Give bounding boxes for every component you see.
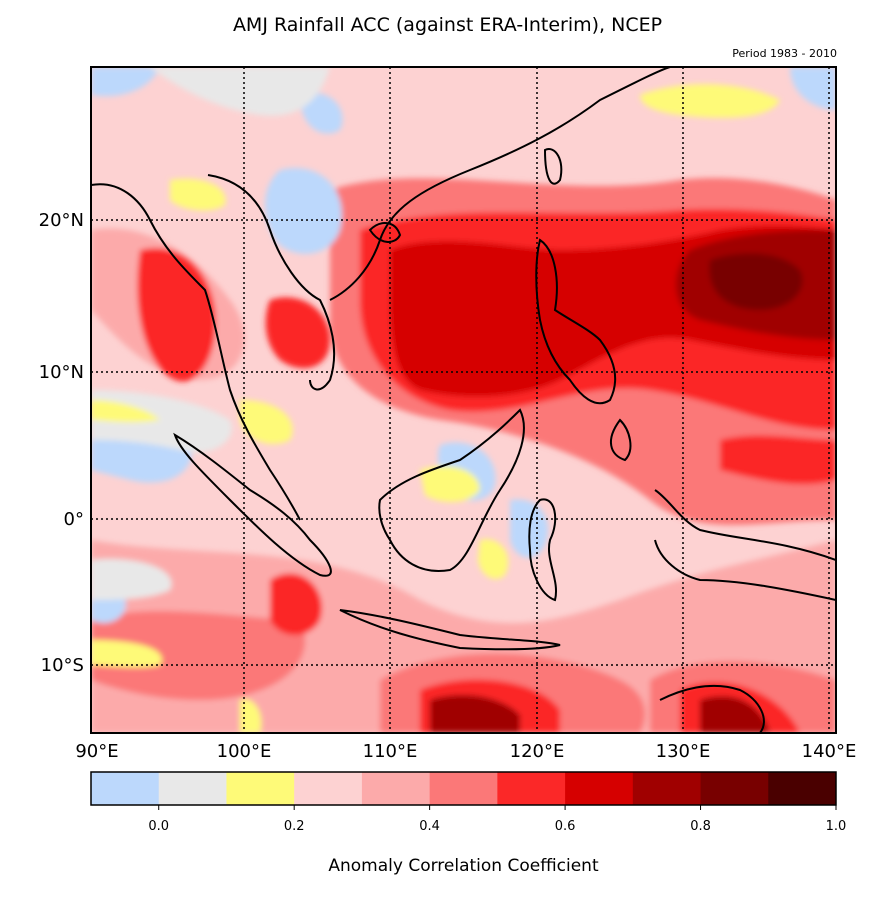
colorbar-tick-label: 0.2 <box>284 819 305 834</box>
map-title: AMJ Rainfall ACC (against ERA-Interim), … <box>232 14 663 36</box>
colorbar-swatch <box>565 772 634 805</box>
colorbar-ticks: 0.0 0.2 0.4 0.6 0.8 1.0 <box>148 805 846 834</box>
lat-tick-10S: 10°S <box>41 655 84 676</box>
colorbar-tick-label: 0.6 <box>555 819 576 834</box>
lat-tick-20N: 20°N <box>39 210 84 231</box>
lon-tick-90E: 90°E <box>75 741 118 762</box>
colorbar-swatch <box>158 772 227 805</box>
lon-tick-130E: 130°E <box>656 741 711 762</box>
lon-tick-100E: 100°E <box>217 741 272 762</box>
colorbar-tick-label: 0.4 <box>419 819 440 834</box>
lat-tick-10N: 10°N <box>39 362 84 383</box>
coastlines <box>91 67 836 733</box>
lon-tick-140E: 140°E <box>802 741 857 762</box>
colorbar-tick-label: 0.0 <box>148 819 169 834</box>
lon-tick-110E: 110°E <box>363 741 418 762</box>
colorbar-swatch <box>91 772 160 805</box>
colorbar-swatch <box>429 772 498 805</box>
colorbar-frame <box>90 771 837 806</box>
colorbar-swatch <box>632 772 702 805</box>
contour-field <box>91 67 836 733</box>
lat-tick-0: 0° <box>64 509 84 530</box>
colorbar-label: Anomaly Correlation Coefficient <box>328 856 599 876</box>
period-subtitle: Period 1983 - 2010 <box>732 47 837 60</box>
colorbar-tick-label: 1.0 <box>826 819 847 834</box>
colorbar-swatch <box>700 772 769 805</box>
colorbar-swatch <box>294 772 363 805</box>
map-frame <box>90 66 837 734</box>
colorbar-swatch <box>226 772 295 805</box>
lon-tick-120E: 120°E <box>510 741 565 762</box>
colorbar-swatch <box>768 772 837 805</box>
gridlines <box>91 67 836 733</box>
colorbar-tick-label: 0.8 <box>690 819 711 834</box>
colorbar <box>91 772 837 805</box>
colorbar-swatch <box>497 772 566 805</box>
colorbar-swatch <box>361 772 431 805</box>
